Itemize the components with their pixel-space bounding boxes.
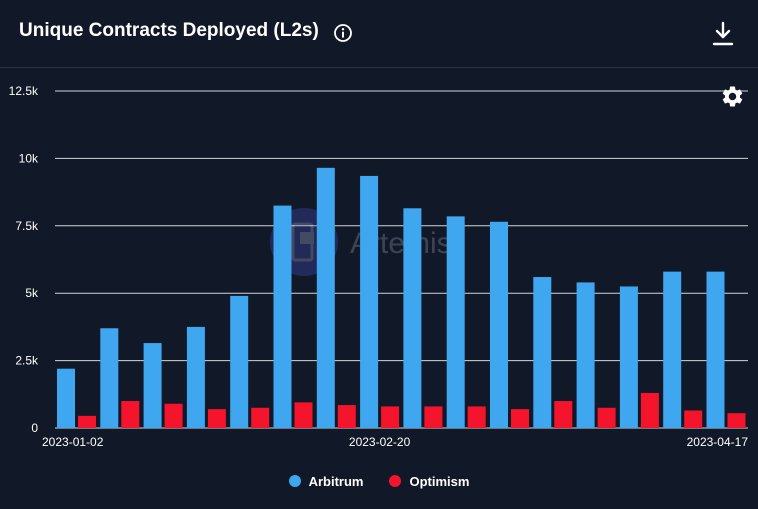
- bar-arbitrum[interactable]: [403, 208, 422, 428]
- bar-arbitrum[interactable]: [706, 271, 725, 428]
- bar-optimism[interactable]: [121, 401, 140, 428]
- chart-title: Unique Contracts Deployed (L2s): [19, 20, 319, 41]
- bar-arbitrum[interactable]: [619, 286, 638, 428]
- x-tick-label: 2023-02-20: [349, 435, 411, 449]
- legend-item-arbitrum[interactable]: Arbitrum: [288, 473, 364, 489]
- bar-arbitrum[interactable]: [446, 216, 465, 428]
- bar-arbitrum[interactable]: [576, 282, 595, 428]
- bar-optimism[interactable]: [164, 403, 183, 428]
- bar-optimism[interactable]: [640, 392, 659, 428]
- bar-arbitrum[interactable]: [490, 221, 508, 428]
- bar-arbitrum[interactable]: [143, 343, 162, 428]
- bar-arbitrum[interactable]: [316, 167, 335, 428]
- legend-label-arbitrum: Arbitrum: [308, 473, 364, 489]
- info-circle-icon[interactable]: [333, 23, 353, 43]
- legend-dot-optimism: [389, 475, 402, 487]
- bar-optimism[interactable]: [511, 409, 529, 428]
- bar-arbitrum[interactable]: [273, 205, 292, 428]
- legend-item-optimism[interactable]: Optimism: [389, 474, 469, 489]
- y-tick-label: 10k: [19, 151, 39, 165]
- chart-header: Unique Contracts Deployed (L2s): [0, 0, 758, 68]
- bar-arbitrum[interactable]: [230, 295, 249, 428]
- bar-arbitrum[interactable]: [186, 326, 205, 428]
- bars-layer: [57, 167, 746, 428]
- bar-optimism[interactable]: [381, 406, 400, 428]
- bar-optimism[interactable]: [78, 415, 96, 428]
- bar-optimism[interactable]: [467, 406, 486, 428]
- y-tick-label: 12.5k: [9, 84, 39, 98]
- bar-optimism[interactable]: [727, 413, 746, 428]
- axis-layer: 0 2.5k 5k 7.5k 10k 12.5k 2023-01-02 2023-02-20 2…: [9, 84, 749, 449]
- bar-optimism[interactable]: [337, 405, 356, 428]
- gear-icon[interactable]: [720, 84, 745, 109]
- bar-arbitrum[interactable]: [360, 175, 379, 428]
- bar-arbitrum[interactable]: [57, 368, 75, 428]
- bar-arbitrum[interactable]: [663, 271, 682, 428]
- y-tick-label: 0: [31, 421, 38, 435]
- legend-dot-arbitrum: [288, 475, 301, 487]
- bar-optimism[interactable]: [251, 407, 270, 428]
- bar-arbitrum[interactable]: [533, 277, 552, 428]
- bar-optimism[interactable]: [207, 409, 226, 428]
- download-icon[interactable]: [711, 21, 735, 47]
- x-tick-label: 2023-01-02: [42, 435, 104, 449]
- y-tick-label: 2.5k: [15, 354, 39, 368]
- y-tick-label: 5k: [25, 286, 39, 300]
- bar-optimism[interactable]: [597, 407, 616, 428]
- x-tick-label: 2023-04-17: [687, 435, 749, 449]
- bar-optimism[interactable]: [424, 406, 443, 428]
- bar-optimism[interactable]: [684, 410, 703, 428]
- chart-legend: Arbitrum Optimism: [0, 470, 758, 492]
- bar-arbitrum[interactable]: [100, 328, 119, 428]
- y-tick-label: 7.5k: [15, 219, 39, 233]
- bar-optimism[interactable]: [294, 402, 313, 428]
- legend-label-optimism: Optimism: [409, 473, 470, 489]
- bar-optimism[interactable]: [554, 401, 573, 428]
